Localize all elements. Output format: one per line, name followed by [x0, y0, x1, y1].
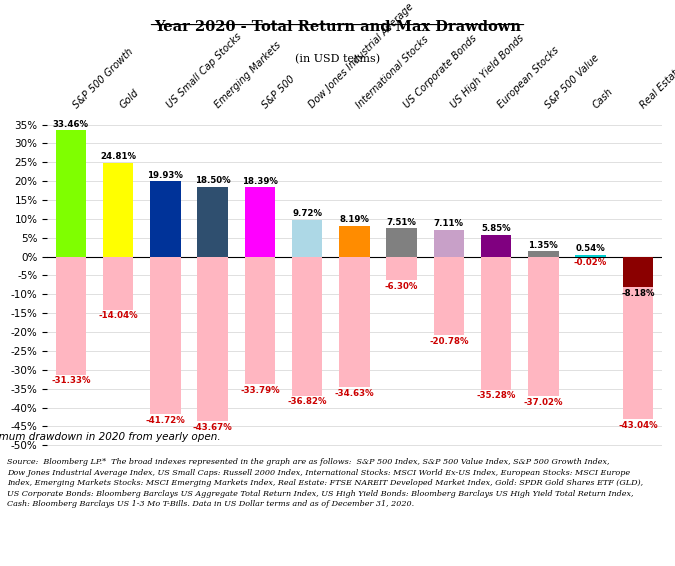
Bar: [55, 256, 86, 375]
Bar: [622, 256, 653, 419]
Bar: [150, 256, 181, 414]
Bar: [575, 255, 606, 256]
Bar: [433, 256, 464, 335]
Bar: [150, 181, 181, 256]
Bar: [481, 234, 512, 256]
Bar: [55, 130, 86, 256]
Text: -41.72%: -41.72%: [146, 415, 185, 424]
Bar: [622, 256, 653, 288]
Bar: [244, 187, 275, 256]
Bar: [244, 256, 275, 384]
Text: -43.67%: -43.67%: [193, 423, 232, 432]
Text: *Maximum drawdown in 2020 from yearly open.: *Maximum drawdown in 2020 from yearly op…: [0, 432, 220, 442]
Bar: [386, 256, 417, 280]
Text: Source:  Bloomberg LP.*  The broad indexes represented in the graph are as follo: Source: Bloomberg LP.* The broad indexes…: [7, 458, 643, 508]
Text: 0.54%: 0.54%: [576, 244, 605, 253]
Text: 18.39%: 18.39%: [242, 177, 278, 186]
Bar: [339, 256, 370, 387]
Text: Year 2020 - Total Return and Max Drawdown: Year 2020 - Total Return and Max Drawdow…: [154, 20, 521, 34]
Bar: [103, 163, 134, 256]
Text: 7.11%: 7.11%: [434, 219, 464, 228]
Text: -36.82%: -36.82%: [288, 397, 327, 406]
Bar: [197, 256, 228, 421]
Text: -37.02%: -37.02%: [524, 398, 563, 407]
Bar: [292, 220, 323, 256]
Bar: [481, 256, 512, 390]
Bar: [339, 226, 370, 256]
Bar: [528, 256, 559, 396]
Text: 19.93%: 19.93%: [147, 171, 184, 180]
Text: -20.78%: -20.78%: [429, 337, 468, 345]
Bar: [292, 256, 323, 396]
Text: -43.04%: -43.04%: [618, 421, 657, 430]
Text: (in USD terms): (in USD terms): [295, 54, 380, 64]
Bar: [528, 251, 559, 256]
Text: -35.28%: -35.28%: [477, 391, 516, 400]
Bar: [433, 230, 464, 256]
Text: -14.04%: -14.04%: [99, 311, 138, 320]
Text: 7.51%: 7.51%: [387, 218, 416, 227]
Text: 33.46%: 33.46%: [53, 120, 89, 129]
Text: -34.63%: -34.63%: [335, 389, 374, 398]
Text: -31.33%: -31.33%: [51, 376, 90, 385]
Bar: [103, 256, 134, 310]
Text: 1.35%: 1.35%: [529, 241, 558, 250]
Text: 24.81%: 24.81%: [100, 152, 136, 161]
Text: 18.50%: 18.50%: [195, 176, 230, 185]
Text: -33.79%: -33.79%: [240, 385, 279, 395]
Text: -8.18%: -8.18%: [621, 289, 655, 298]
Text: -0.02%: -0.02%: [574, 258, 608, 267]
Text: 9.72%: 9.72%: [292, 209, 322, 218]
Text: 8.19%: 8.19%: [340, 215, 369, 224]
Bar: [197, 187, 228, 256]
Bar: [386, 228, 417, 256]
Text: 5.85%: 5.85%: [481, 224, 511, 233]
Text: -6.30%: -6.30%: [385, 282, 418, 291]
